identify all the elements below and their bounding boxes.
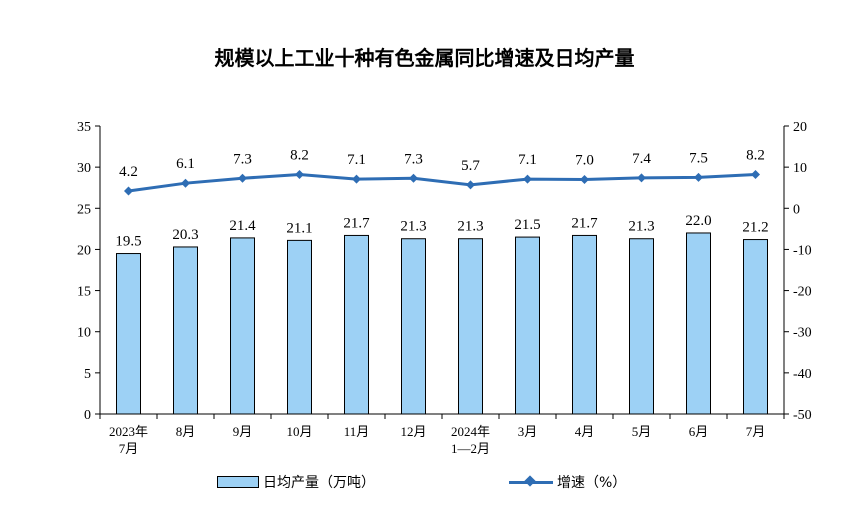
y-right-tick-label: -10 [793, 243, 812, 258]
y-right-tick-label: -50 [793, 408, 812, 423]
x-tick-label: 6月 [689, 424, 709, 439]
line-data-label: 5.7 [461, 158, 480, 174]
bar-data-label: 21.7 [571, 215, 598, 231]
legend-line-label: 增速（%） [557, 475, 627, 491]
line-data-label: 7.0 [575, 152, 594, 168]
bar [287, 239, 312, 415]
x-tick-label: 4月 [575, 424, 595, 439]
line-data-label: 7.4 [632, 151, 651, 167]
legend-item-bar: 日均产量（万吨） [217, 470, 375, 494]
x-tick-label: 5月 [632, 424, 652, 439]
growth-line [128, 173, 756, 193]
bar [572, 234, 597, 415]
bar [173, 246, 198, 415]
x-tick-label: 2024年 [451, 424, 490, 439]
line-point [466, 180, 475, 190]
line-data-label: 7.5 [689, 150, 708, 166]
y-left-tick-label: 15 [77, 285, 91, 300]
bar [686, 232, 711, 415]
x-tick-label: 1—2月 [451, 441, 490, 456]
bar-data-label: 21.1 [286, 220, 312, 236]
bar-data-label: 19.5 [115, 234, 141, 250]
line-point [580, 174, 589, 184]
bar [458, 238, 483, 415]
bar-data-label: 21.7 [343, 215, 370, 231]
y-right-tick-label: -30 [793, 326, 812, 341]
x-tick-label: 9月 [233, 424, 253, 439]
line-point [238, 173, 247, 183]
y-right-tick-label: 0 [793, 202, 800, 217]
bar [344, 234, 369, 415]
bar-data-label: 20.3 [172, 227, 198, 243]
bar-data-label: 21.3 [628, 219, 654, 235]
line-data-label: 8.2 [290, 148, 309, 164]
legend-bar-swatch [217, 476, 259, 488]
line-data-label: 6.1 [176, 156, 195, 172]
bar [743, 239, 768, 415]
line-point [694, 172, 703, 182]
x-tick-label: 12月 [400, 424, 426, 439]
bar-data-label: 22.0 [685, 213, 711, 229]
y-right-tick-label: -20 [793, 285, 812, 300]
line-point [181, 178, 190, 188]
x-tick-label: 8月 [176, 424, 196, 439]
y-left-tick-label: 10 [77, 326, 91, 341]
line-data-label: 7.1 [347, 152, 366, 168]
bar [230, 237, 255, 415]
x-tick-label: 11月 [344, 424, 370, 439]
line-point [409, 173, 418, 183]
y-left-tick-label: 35 [77, 120, 91, 135]
y-left-tick-label: 5 [84, 367, 91, 382]
line-point [751, 170, 760, 180]
y-right-tick-label: 20 [793, 120, 807, 135]
x-tick-label: 10月 [286, 424, 312, 439]
bar-data-label: 21.3 [400, 219, 426, 235]
bar [515, 236, 540, 415]
line-data-label: 8.2 [746, 148, 765, 164]
y-right-tick-label: -40 [793, 367, 812, 382]
bar-data-label: 21.3 [457, 219, 483, 235]
x-tick-label: 2023年 [109, 424, 148, 439]
line-data-label: 7.3 [233, 151, 252, 167]
bar [116, 253, 141, 415]
line-data-label: 4.2 [119, 164, 138, 180]
bar-data-label: 21.2 [742, 220, 768, 236]
line-point [637, 173, 646, 183]
line-point [352, 174, 361, 184]
legend-bar-label: 日均产量（万吨） [263, 475, 375, 491]
bar-data-label: 21.4 [229, 218, 256, 234]
bar [401, 238, 426, 415]
legend: 日均产量（万吨） 增速（%） [0, 470, 849, 494]
x-tick-label: 7月 [119, 441, 139, 456]
y-left-tick-label: 20 [77, 243, 91, 258]
line-data-label: 7.3 [404, 151, 423, 167]
legend-line-swatch [509, 475, 553, 487]
x-tick-label: 3月 [518, 424, 538, 439]
y-left-tick-label: 25 [77, 202, 91, 217]
y-left-tick-label: 30 [77, 161, 91, 176]
x-tick-label: 7月 [746, 424, 766, 439]
y-left-tick-label: 0 [84, 408, 91, 423]
bar-data-label: 21.5 [514, 217, 540, 233]
legend-item-line: 增速（%） [509, 470, 626, 494]
line-data-label: 7.1 [518, 152, 537, 168]
line-point [295, 170, 304, 180]
line-point [523, 174, 532, 184]
bar [629, 238, 654, 415]
chart-title: 规模以上工业十种有色金属同比增速及日均产量 [214, 46, 635, 70]
line-point [124, 186, 133, 196]
y-right-tick-label: 10 [793, 161, 807, 176]
